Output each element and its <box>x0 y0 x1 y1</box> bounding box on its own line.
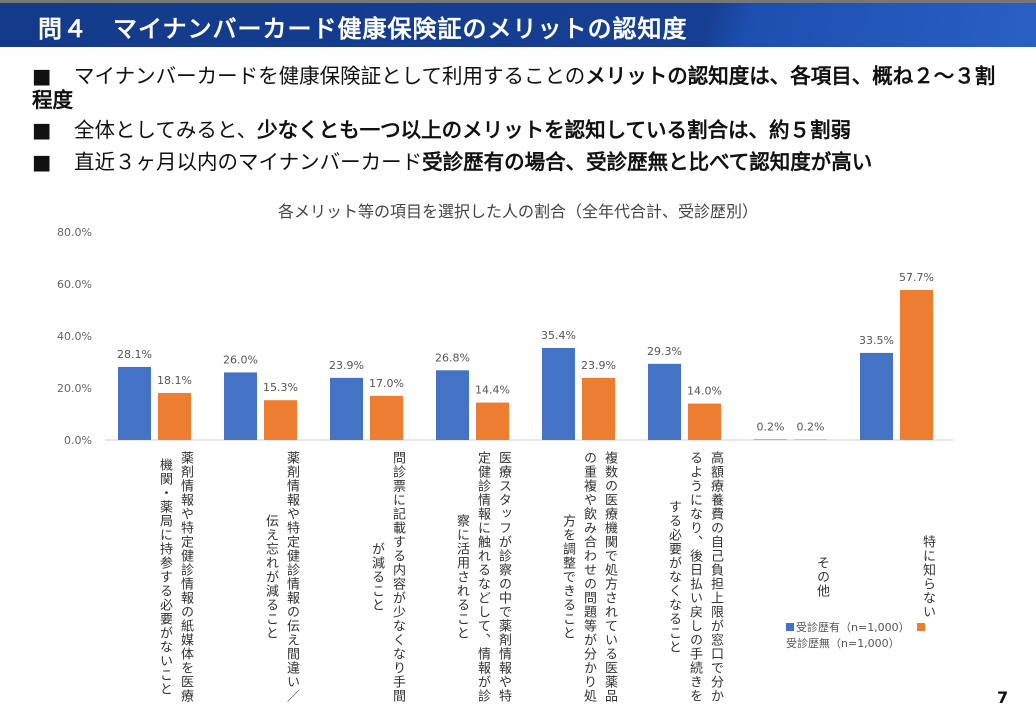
bar-without-visit <box>582 377 615 440</box>
bullet-emphasis: 少なくとも一つ以上のメリットを認知している割合は、約５割弱 <box>257 118 851 142</box>
bar-with-visit <box>542 347 575 440</box>
bar-without-visit <box>370 395 403 440</box>
data-label: 0.2% <box>797 420 825 433</box>
y-tick-label: 60.0% <box>57 278 92 291</box>
data-label: 33.5% <box>859 334 894 347</box>
chart-title: 各メリット等の項目を選択した人の割合（全年代合計、受診歴別） <box>277 202 758 221</box>
legend-label-1: 受診歴有（n=1,000） <box>796 621 910 634</box>
category-label: 問診票に記載する内容が少なくなり手間 が減ること <box>369 451 405 703</box>
data-label: 35.4% <box>541 329 576 342</box>
legend: 受診歴有（n=1,000） 受診歴無（n=1,000） <box>786 619 1036 651</box>
bullet-emphasis: メリットの認知度は、各項目、概ね２～３割程度 <box>32 64 996 112</box>
bar-without-visit <box>688 403 721 440</box>
y-tick-label: 20.0% <box>57 382 92 395</box>
bar-without-visit <box>476 402 509 440</box>
category-label: その他 <box>814 556 829 598</box>
data-label: 28.1% <box>117 348 152 361</box>
page-number: 7 <box>997 688 1009 707</box>
bar-without-visit <box>794 439 827 440</box>
data-label: 18.1% <box>157 374 192 387</box>
bar-with-visit <box>436 370 469 440</box>
category-label: 医療スタッフが診察の中で薬剤情報や特 定健診情報に触れるなどして、情報が診 察に… <box>454 451 511 703</box>
category-label: 高額療養費の自己負担上限が窓口で分か るようになり、後日払い戻しの手続きを する… <box>666 451 723 703</box>
data-label: 23.9% <box>329 359 364 372</box>
bar-with-visit <box>224 372 257 440</box>
bar-with-visit <box>754 439 787 440</box>
slide-title: 問４ マイナンバーカード健康保険証のメリットの認知度 <box>38 15 688 43</box>
bar-without-visit <box>264 400 297 440</box>
bar-with-visit <box>648 363 681 440</box>
data-label: 57.7% <box>899 271 934 284</box>
data-label: 0.2% <box>757 420 785 433</box>
data-label: 29.3% <box>647 345 682 358</box>
category-label: 薬剤情報や特定健診情報の紙媒体を医療 機関・薬局に持参する必要がないこと <box>157 451 193 703</box>
bullet-text: 全体としてみると、 <box>74 118 258 142</box>
header-bar: 問４ マイナンバーカード健康保険証のメリットの認知度 <box>0 0 1036 47</box>
category-label: 薬剤情報や特定健診情報の伝え間違い／ 伝え忘れが減ること <box>263 451 299 703</box>
legend-swatch-blue-icon <box>786 623 794 631</box>
y-tick-label: 0.0% <box>64 434 92 447</box>
bullet-text: 直近３ヶ月以内のマイナンバーカード <box>74 150 423 174</box>
legend-label-2: 受診歴無（n=1,000） <box>786 637 900 650</box>
y-tick-label: 40.0% <box>57 330 92 343</box>
bar-without-visit <box>900 289 933 440</box>
category-label: 特に知らない <box>920 535 935 619</box>
bullet-3: ■ 直近３ヶ月以内のマイナンバーカード受診歴有の場合、受診歴無と比べて認知度が高い <box>32 150 872 174</box>
data-label: 26.0% <box>223 353 258 366</box>
data-label: 15.3% <box>263 381 298 394</box>
bar-with-visit <box>330 377 363 440</box>
legend-swatch-orange-icon <box>917 623 926 631</box>
bullet-text: マイナンバーカードを健康保険証として利用することの <box>74 64 586 88</box>
bullet-1: ■ マイナンバーカードを健康保険証として利用することのメリットの認知度は、各項目、… <box>32 64 1012 112</box>
category-label: 複数の医療機関で処方されている医薬品 の重複や飲み合わせの問題等が分かり処 方を… <box>560 451 617 703</box>
data-label: 14.4% <box>475 384 510 397</box>
data-label: 26.8% <box>435 351 470 364</box>
data-label: 17.0% <box>369 377 404 390</box>
bullet-2: ■ 全体としてみると、少なくとも一つ以上のメリットを認知している割合は、約５割弱 <box>32 118 851 142</box>
bar-with-visit <box>118 366 151 440</box>
bar-without-visit <box>158 392 191 440</box>
data-label: 23.9% <box>581 359 616 372</box>
bullet-emphasis: 受診歴有の場合、受診歴無と比べて認知度が高い <box>422 150 873 174</box>
bar-with-visit <box>860 352 893 440</box>
data-label: 14.0% <box>687 385 722 398</box>
y-tick-label: 80.0% <box>57 226 92 239</box>
